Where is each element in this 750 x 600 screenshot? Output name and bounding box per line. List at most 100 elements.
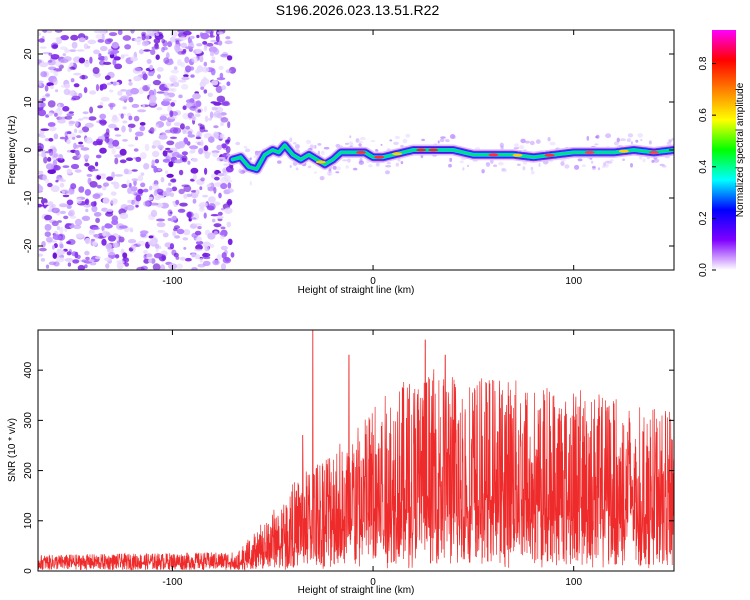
- noise-blob: [210, 59, 216, 64]
- noise-blob: [202, 260, 211, 266]
- noise-blob: [133, 148, 139, 152]
- noise-blob: [195, 240, 204, 245]
- noise-blob: [170, 69, 179, 74]
- noise-blob: [47, 112, 54, 116]
- noise-blob: [114, 134, 122, 137]
- noise-blob: [216, 95, 226, 103]
- noise-blob: [146, 30, 153, 34]
- noise-blob: [75, 144, 79, 149]
- noise-blob: [139, 230, 149, 235]
- noise-blob: [113, 56, 121, 61]
- trace-halo-blob: [560, 161, 565, 167]
- noise-blob: [66, 190, 75, 195]
- noise-blob: [185, 125, 191, 130]
- noise-blob: [100, 83, 108, 90]
- noise-blob: [156, 218, 165, 222]
- trace-halo-blob: [671, 137, 674, 141]
- noise-blob: [73, 224, 82, 230]
- noise-blob: [213, 223, 222, 228]
- noise-blob: [114, 254, 120, 259]
- noise-blob: [143, 200, 151, 207]
- noise-blob: [225, 69, 232, 74]
- noise-blob: [181, 184, 190, 187]
- noise-blob: [41, 151, 47, 158]
- noise-blob: [98, 173, 107, 177]
- trace-halo-blob: [547, 137, 551, 142]
- noise-blob: [68, 120, 76, 125]
- noise-blob: [203, 212, 207, 219]
- noise-blob: [70, 183, 77, 190]
- noise-blob: [47, 100, 56, 108]
- noise-blob: [59, 226, 64, 234]
- trace-halo-blob: [462, 167, 465, 171]
- trace-halo-blob: [635, 139, 639, 143]
- noise-blob: [213, 186, 217, 194]
- trace-peak: [315, 160, 326, 164]
- noise-blob: [38, 170, 44, 175]
- x-tick-label: 0: [370, 276, 376, 287]
- noise-blob: [52, 234, 62, 241]
- trace-halo-blob: [449, 134, 456, 139]
- noise-blob: [165, 52, 170, 59]
- noise-blob: [107, 251, 116, 256]
- noise-blob: [213, 48, 220, 55]
- noise-blob: [211, 106, 218, 111]
- noise-blob: [207, 92, 213, 98]
- noise-blob: [180, 42, 187, 48]
- noise-blob: [121, 54, 129, 57]
- noise-blob: [171, 87, 177, 93]
- noise-blob: [216, 144, 223, 151]
- trace-halo-blob: [439, 138, 445, 143]
- noise-blob: [115, 146, 121, 150]
- noise-blob: [204, 115, 209, 123]
- noise-blob: [113, 182, 120, 190]
- snr-ylabel: SNR (10 * v/v): [7, 418, 18, 482]
- noise-blob: [220, 245, 228, 251]
- noise-blob: [185, 257, 192, 262]
- noise-blob: [159, 264, 166, 270]
- noise-blob: [94, 256, 101, 260]
- noise-blob: [144, 143, 150, 152]
- noise-blob: [76, 197, 82, 204]
- noise-blob: [156, 67, 164, 72]
- trace-halo-blob: [307, 165, 312, 169]
- noise-blob: [101, 238, 107, 246]
- spectrogram-trace: [227, 133, 674, 186]
- noise-blob: [178, 188, 185, 195]
- chart-title: S196.2026.023.13.51.R22: [275, 2, 440, 18]
- noise-blob: [190, 148, 196, 154]
- trace-halo-blob: [609, 159, 614, 162]
- trace-halo-blob: [358, 160, 364, 165]
- trace-halo-blob: [661, 165, 667, 168]
- noise-blob: [84, 199, 89, 204]
- y-tick-label: -10: [23, 190, 34, 205]
- colorbar-tick-label: 0.4: [698, 159, 709, 173]
- trace-halo-blob: [630, 163, 633, 168]
- noise-blob: [66, 168, 73, 174]
- noise-blob: [202, 194, 209, 198]
- noise-blob: [203, 89, 208, 94]
- noise-blob: [200, 78, 210, 85]
- noise-blob: [111, 219, 119, 225]
- noise-blob: [128, 79, 132, 82]
- trace-halo-blob: [493, 164, 498, 167]
- noise-blob: [57, 220, 62, 223]
- noise-blob: [217, 156, 226, 160]
- noise-blob: [38, 153, 42, 157]
- noise-blob: [93, 49, 100, 55]
- noise-blob: [104, 223, 113, 229]
- noise-blob: [217, 31, 224, 35]
- noise-blob: [110, 198, 118, 205]
- snr-panel: -100 0 100 0 100 200 300 400 Height of straigh…: [7, 329, 675, 596]
- trace-halo-blob: [499, 142, 504, 148]
- noise-blob: [130, 244, 137, 250]
- noise-blob: [138, 49, 144, 55]
- noise-blob: [84, 137, 93, 144]
- noise-blob: [194, 248, 203, 252]
- noise-blob: [47, 169, 56, 175]
- noise-blob: [124, 262, 129, 267]
- noise-blob: [190, 190, 198, 193]
- noise-blob: [46, 30, 53, 34]
- noise-blob: [182, 237, 189, 241]
- noise-blob: [210, 51, 215, 57]
